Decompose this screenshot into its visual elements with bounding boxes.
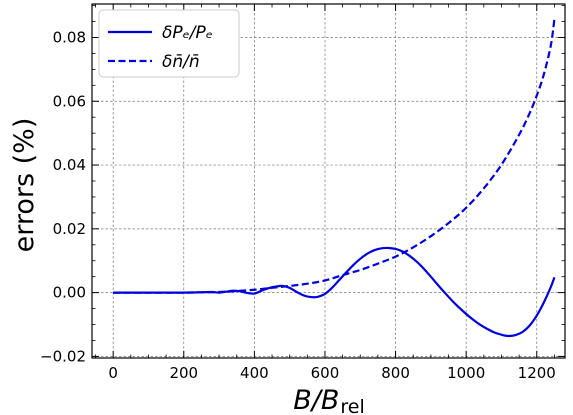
series-line-0 — [113, 246, 556, 338]
x-tick-label: 0 — [108, 364, 118, 382]
x-tick-label: 200 — [169, 364, 198, 382]
y-axis-label: errors (%) — [9, 118, 40, 253]
x-tick-label: 1200 — [518, 364, 556, 382]
legend-label-0: δPₑ/Pₑ — [162, 23, 213, 43]
y-tick-label: 0.04 — [53, 156, 86, 174]
y-tick-label: 0.08 — [53, 28, 86, 46]
series-line-1 — [113, 18, 556, 294]
y-tick-label: 0.06 — [53, 92, 86, 110]
x-axis-label-sub: rel — [340, 396, 364, 415]
x-tick-label: 1000 — [447, 364, 485, 382]
x-tick-label: 400 — [240, 364, 269, 382]
x-axis-label-main: B/B — [293, 385, 339, 415]
x-axis-label: B/Brel — [293, 385, 365, 415]
y-tick-label: 0.00 — [53, 284, 86, 302]
x-tick-label: 600 — [311, 364, 340, 382]
ticks — [92, 4, 565, 358]
tick-labels: 0 200 400 600 800 1000 1200 −0.02 0.00 0.02 0.04 0.… — [40, 28, 556, 382]
y-tick-label: −0.02 — [40, 347, 86, 365]
x-tick-label: 800 — [381, 364, 410, 382]
legend-label-1: δn̄/n̄ — [162, 52, 200, 72]
y-tick-label: 0.02 — [53, 220, 86, 238]
series-layer — [113, 18, 556, 338]
legend: δPₑ/Pₑ δn̄/n̄ — [98, 9, 240, 78]
